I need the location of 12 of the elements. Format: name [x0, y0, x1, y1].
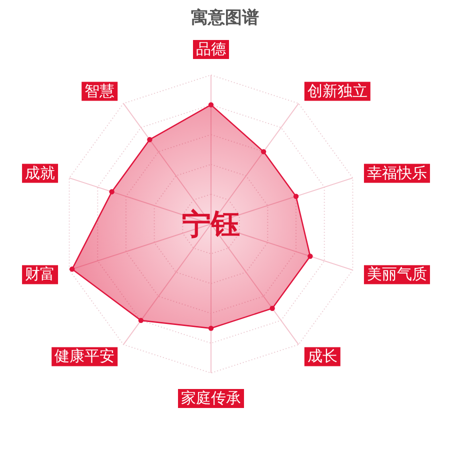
spoke-label: 创新独立 — [307, 82, 368, 100]
spoke-label: 家庭传承 — [181, 390, 241, 407]
spoke-label: 健康平安 — [54, 348, 115, 366]
spoke-label: 成就 — [25, 164, 56, 182]
chart-title: 寓意图谱 — [191, 8, 259, 27]
spoke-label: 智慧 — [84, 82, 115, 100]
spoke-label: 品德 — [196, 41, 226, 58]
text: 宁钰 — [182, 208, 240, 241]
spoke-label: 财富 — [25, 266, 56, 284]
spoke-label: 幸福快乐 — [366, 164, 427, 182]
spoke-label: 美丽气质 — [366, 266, 427, 284]
spoke-label: 成长 — [307, 348, 338, 366]
